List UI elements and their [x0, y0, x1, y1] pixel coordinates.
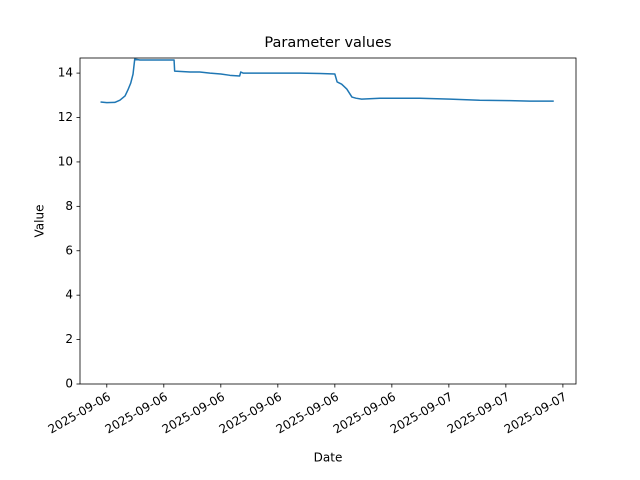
- y-axis-label: Value: [33, 205, 47, 238]
- x-axis-label: Date: [314, 451, 343, 465]
- axes-frame: [79, 57, 577, 385]
- chart-title: Parameter values: [264, 35, 391, 51]
- data-line: [100, 58, 554, 104]
- y-tick-label: 14: [58, 66, 73, 80]
- y-tick-label: 0: [65, 377, 73, 391]
- y-tick-label: 10: [58, 154, 73, 168]
- y-tick-label: 2: [65, 332, 73, 346]
- y-tick-label: 4: [65, 288, 73, 302]
- y-tick-label: 12: [58, 110, 73, 124]
- plot-area: [100, 58, 554, 104]
- y-tick-label: 6: [65, 243, 73, 257]
- y-tick-label: 8: [65, 199, 73, 213]
